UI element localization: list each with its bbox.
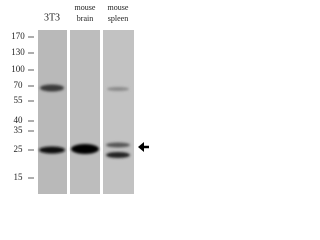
band	[106, 152, 130, 158]
marker-label: 15	[14, 172, 24, 182]
lane-label: mouse	[75, 3, 96, 12]
band	[106, 142, 130, 148]
marker-label: 170	[11, 31, 25, 41]
lane-background	[103, 30, 134, 194]
lane-label: brain	[77, 14, 93, 23]
marker-label: 25	[14, 144, 24, 154]
band	[40, 84, 64, 92]
marker-label: 100	[11, 64, 25, 74]
marker-label: 40	[14, 115, 24, 125]
arrow-head	[138, 142, 144, 152]
band	[39, 146, 65, 154]
lane-label: 3T3	[44, 12, 60, 23]
marker-label: 70	[14, 80, 24, 90]
marker-label: 35	[14, 125, 24, 135]
marker-label: 130	[11, 47, 25, 57]
band	[107, 87, 129, 91]
lane-background	[38, 30, 67, 194]
lane-label: spleen	[108, 14, 128, 23]
marker-label: 55	[14, 95, 24, 105]
lane-label: mouse	[108, 3, 129, 12]
band	[71, 144, 99, 154]
lane-background	[70, 30, 100, 194]
